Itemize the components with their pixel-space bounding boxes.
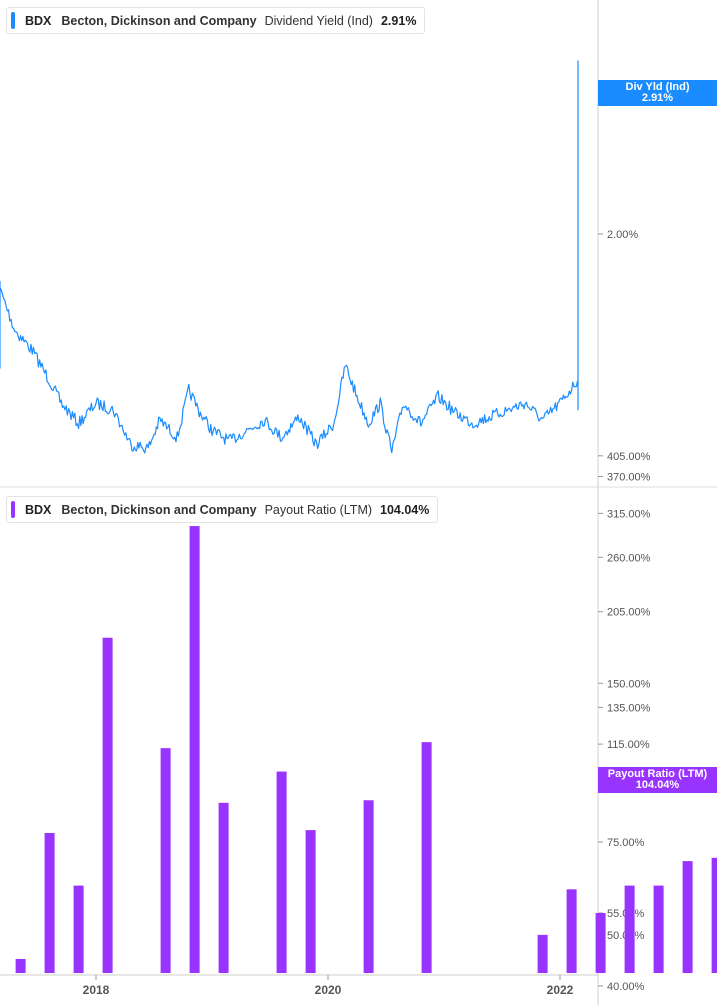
legend-company: Becton, Dickinson and Company (61, 502, 257, 517)
tag-value: 104.04% (635, 779, 680, 791)
top-y-axis: 2.00% (598, 229, 638, 241)
bottom-y-axis: 405.00% 370.00% 315.00% 260.00% 205.00% 150.0… (598, 451, 651, 993)
payout-bar (682, 861, 693, 973)
y-tick-label: 370.00% (607, 472, 651, 484)
x-tick-label: 2022 (547, 983, 574, 997)
legend-metric: Payout Ratio (LTM) (264, 502, 373, 517)
y-tick-label: 405.00% (607, 451, 651, 463)
y-tick-label: 150.00% (607, 678, 651, 690)
payout-bar (189, 526, 200, 973)
x-tick-label: 2020 (315, 983, 342, 997)
last-value-tag-bottom: Payout Ratio (LTM) 104.04% (598, 767, 717, 793)
payout-bar (711, 857, 717, 973)
payout-bar (15, 958, 26, 973)
payout-bar (102, 637, 113, 973)
payout-bar (653, 885, 664, 973)
y-tick-label: 2.00% (607, 229, 638, 241)
payout-bar (305, 830, 316, 973)
payout-bar (160, 748, 171, 973)
payout-bar (73, 885, 84, 973)
y-tick-label: 40.00% (607, 981, 645, 993)
payout-bar (421, 742, 432, 973)
payout-bar (218, 802, 229, 973)
legend-company: Becton, Dickinson and Company (61, 13, 257, 28)
payout-bar (537, 934, 548, 973)
y-tick-label: 205.00% (607, 607, 651, 619)
payout-bar (624, 885, 635, 973)
y-tick-label: 75.00% (607, 837, 645, 849)
y-tick-label: 135.00% (607, 702, 651, 714)
legend-ticker: BDX (25, 13, 52, 28)
x-tick-label: 2018 (83, 983, 110, 997)
dividend-yield-path (0, 60, 579, 454)
legend-value: 104.04% (380, 502, 430, 517)
legend-value: 2.91% (380, 13, 417, 28)
y-tick-label: 315.00% (607, 508, 651, 520)
tag-label: Payout Ratio (LTM) (607, 768, 708, 780)
legend-bottom[interactable]: BDX Becton, Dickinson and Company Payout… (6, 496, 439, 523)
legend-ticker: BDX (25, 502, 52, 517)
payout-bar (276, 771, 287, 973)
series-color-swatch (11, 12, 15, 29)
last-value-tag-top: Div Yld (Ind) 2.91% (598, 80, 717, 106)
payout-bar (595, 913, 606, 973)
payout-bar (363, 800, 374, 973)
y-tick-label: 260.00% (607, 552, 651, 564)
x-axis: 20182020202220242026 (83, 975, 574, 997)
legend-top[interactable]: BDX Becton, Dickinson and Company Divide… (6, 7, 426, 34)
tag-value: 2.91% (641, 92, 674, 104)
payout-bar (566, 889, 577, 973)
y-tick-label: 115.00% (607, 739, 650, 751)
payout-bar (44, 833, 55, 973)
dividend-yield-line (0, 60, 579, 454)
tag-label: Div Yld (Ind) (625, 81, 690, 93)
legend-metric: Dividend Yield (Ind) (264, 13, 373, 28)
payout-ratio-bars (15, 526, 717, 973)
series-color-swatch (11, 501, 15, 518)
